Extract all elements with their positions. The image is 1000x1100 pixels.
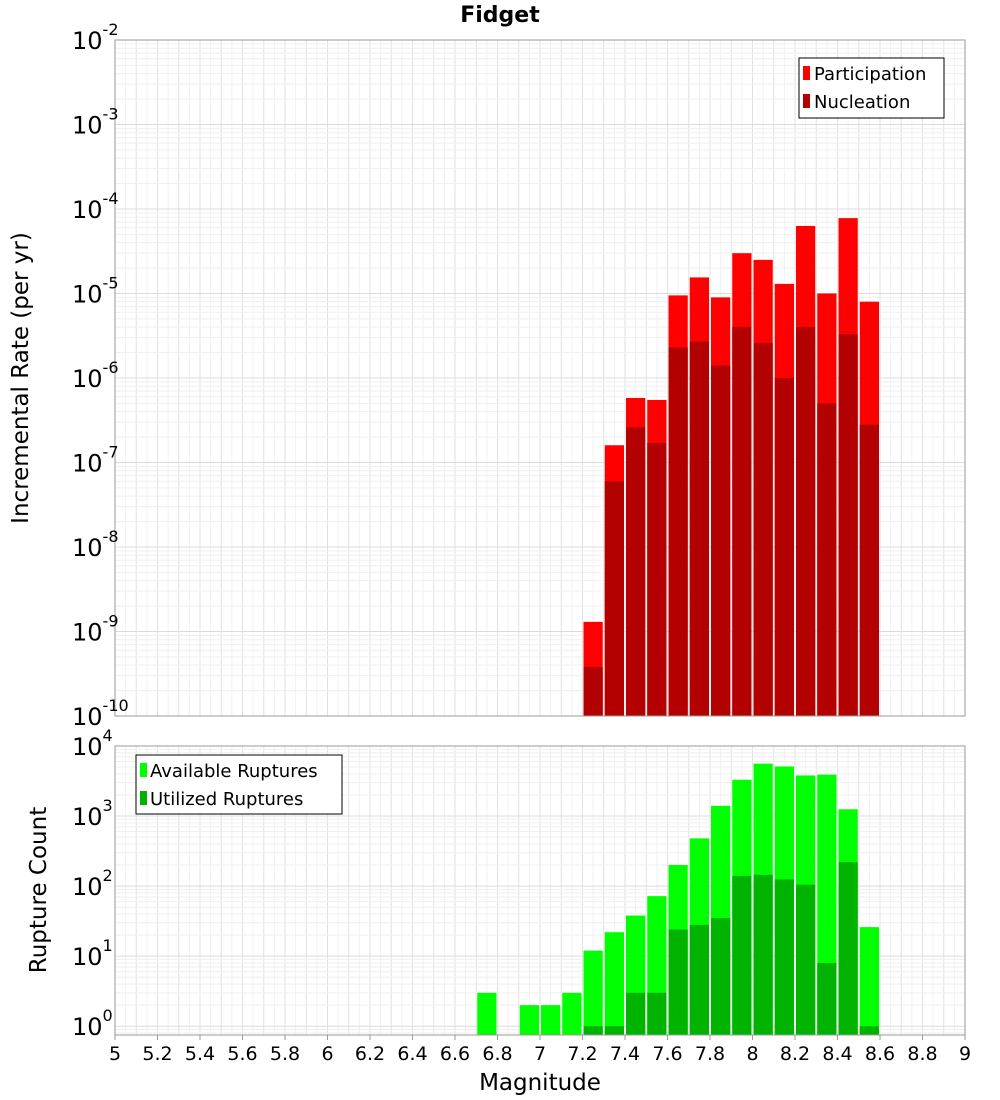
x-tick-label: 8.6 (865, 1043, 895, 1065)
legend-label-available: Available Ruptures (150, 761, 318, 782)
y-tick-label: 104 (72, 726, 113, 761)
count-plot-bars (477, 763, 879, 1035)
bar-utilized-ruptures (817, 962, 837, 1035)
count-legend: Available Ruptures Utilized Ruptures (135, 754, 343, 815)
bar-utilized-ruptures (774, 879, 794, 1035)
legend-label-nucleation: Nucleation (814, 92, 910, 113)
y-tick-label: 103 (72, 796, 113, 831)
y-tick-label: 10-10 (72, 696, 129, 731)
bar-nucleation (774, 378, 794, 716)
x-tick-label: 5.6 (227, 1043, 257, 1065)
bar-available-ruptures (541, 1005, 561, 1035)
x-tick-label: 6 (321, 1043, 333, 1065)
rate-plot-bars (583, 218, 879, 716)
x-tick-label: 6.6 (440, 1043, 470, 1065)
x-tick-label: 5.2 (142, 1043, 172, 1065)
legend-frame (135, 754, 343, 815)
bar-nucleation (711, 365, 731, 716)
x-tick-label: 6.2 (355, 1043, 385, 1065)
bar-available-ruptures (477, 992, 497, 1035)
legend-swatch-participation (803, 66, 810, 80)
bar-nucleation (647, 443, 667, 716)
bar-nucleation (689, 341, 709, 716)
bar-utilized-ruptures (838, 862, 858, 1035)
x-tick-label: 7.6 (652, 1043, 682, 1065)
count-y-ticks: 104 103 102 101 100 (72, 726, 113, 1041)
bar-utilized-ruptures (647, 992, 667, 1035)
count-plot: 104 103 102 101 100 5 5.2 5.4 5.6 5.8 6 6.2 6.4 6.6 6… (26, 726, 971, 1096)
bar-utilized-ruptures (859, 1026, 879, 1035)
count-y-axis-label: Rupture Count (26, 807, 52, 973)
y-tick-label: 100 (72, 1006, 113, 1041)
y-tick-label: 10-5 (72, 274, 119, 309)
legend-label-utilized: Utilized Ruptures (150, 789, 303, 810)
bar-available-ruptures (859, 927, 879, 1035)
bar-available-ruptures (583, 950, 603, 1035)
x-tick-label: 9 (959, 1043, 971, 1065)
x-tick-label: 6.4 (397, 1043, 427, 1065)
x-tick-label: 8 (746, 1043, 758, 1065)
legend-label-participation: Participation (814, 64, 926, 85)
x-tick-label: 8.4 (822, 1043, 852, 1065)
y-tick-label: 10-4 (72, 189, 119, 224)
bar-available-ruptures (519, 1005, 539, 1035)
bar-utilized-ruptures (604, 1026, 624, 1035)
bar-nucleation (859, 424, 879, 716)
bar-nucleation (838, 334, 858, 716)
bar-utilized-ruptures (583, 1026, 603, 1035)
y-tick-label: 102 (72, 866, 113, 901)
bar-nucleation (668, 347, 688, 716)
bar-utilized-ruptures (711, 918, 731, 1035)
bar-utilized-ruptures (668, 929, 688, 1035)
bar-nucleation (604, 481, 624, 716)
y-tick-label: 10-8 (72, 527, 119, 562)
legend-swatch-available (140, 763, 147, 777)
bar-utilized-ruptures (796, 884, 816, 1035)
bar-nucleation (817, 403, 837, 716)
bar-available-ruptures (604, 932, 624, 1035)
x-tick-label: 8.8 (907, 1043, 937, 1065)
chart-title: Fidget (460, 3, 540, 28)
x-tick-label: 7.8 (695, 1043, 725, 1065)
bar-utilized-ruptures (626, 992, 646, 1035)
x-axis-label: Magnitude (479, 1070, 601, 1096)
rate-y-ticks: 10-2 10-3 10-4 10-5 10-6 10-7 10-8 10-9 10-10 (72, 20, 129, 731)
bar-nucleation (753, 342, 773, 716)
x-tick-label: 8.2 (780, 1043, 810, 1065)
y-tick-label: 10-9 (72, 612, 119, 647)
x-tick-label: 7.4 (610, 1043, 640, 1065)
rate-plot-frame (114, 39, 966, 717)
x-ticks: 5 5.2 5.4 5.6 5.8 6 6.2 6.4 6.6 6.8 7 7.2 7.4 7.6 7.8 8… (109, 1035, 971, 1065)
rate-y-axis-label: Incremental Rate (per yr) (8, 232, 34, 524)
x-tick-label: 5.8 (270, 1043, 300, 1065)
x-tick-label: 5.4 (185, 1043, 215, 1065)
legend-frame (798, 57, 945, 119)
x-tick-label: 7.2 (567, 1043, 597, 1065)
y-tick-label: 10-7 (72, 443, 119, 478)
bar-utilized-ruptures (732, 875, 752, 1035)
bar-nucleation (626, 427, 646, 716)
bar-nucleation (796, 327, 816, 716)
rate-plot-grid (114, 39, 966, 717)
bar-nucleation (583, 667, 603, 716)
bar-available-ruptures (562, 992, 582, 1035)
rate-legend: Participation Nucleation (798, 57, 945, 119)
bar-utilized-ruptures (689, 924, 709, 1035)
y-tick-label: 10-2 (72, 20, 119, 55)
x-tick-label: 7 (534, 1043, 546, 1065)
x-tick-label: 6.8 (482, 1043, 512, 1065)
legend-swatch-utilized (140, 791, 147, 805)
x-tick-label: 5 (109, 1043, 121, 1065)
legend-swatch-nucleation (803, 94, 810, 108)
y-tick-label: 10-6 (72, 358, 119, 393)
bar-nucleation (732, 327, 752, 716)
rate-plot: 10-2 10-3 10-4 10-5 10-6 10-7 10-8 10-9 10-10 In… (8, 20, 966, 731)
bar-utilized-ruptures (753, 874, 773, 1035)
y-tick-label: 101 (72, 936, 113, 971)
y-tick-label: 10-3 (72, 105, 119, 140)
